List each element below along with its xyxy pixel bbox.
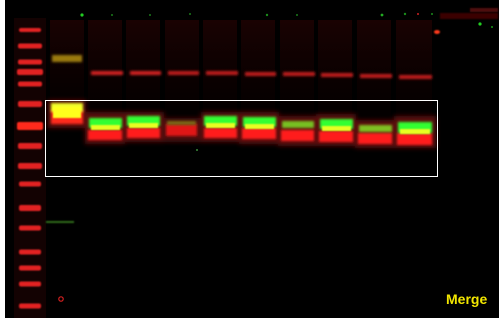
overlap-band <box>400 129 430 134</box>
green-band <box>320 119 353 129</box>
red-band <box>242 128 276 139</box>
overlap-band <box>53 107 81 118</box>
overlap-band <box>91 125 120 130</box>
green-band <box>282 121 314 128</box>
overlap-band <box>322 126 351 131</box>
ladder-band <box>18 43 42 49</box>
ladder-band <box>18 143 42 149</box>
green-band <box>89 118 122 128</box>
red-band <box>88 130 122 140</box>
ladder-band <box>19 281 41 287</box>
red-band <box>281 130 314 141</box>
upper-band <box>168 71 199 75</box>
upper-band <box>360 74 392 78</box>
red-band <box>204 128 237 138</box>
ladder-band <box>19 28 41 32</box>
ladder-band <box>18 81 42 87</box>
red-band <box>166 124 197 136</box>
ladder-lane <box>14 18 46 318</box>
upper-band <box>206 71 238 75</box>
ladder-bands <box>17 28 43 309</box>
ladder-band <box>19 225 41 231</box>
green-band <box>204 116 237 126</box>
ladder-band <box>19 265 41 271</box>
red-band <box>319 131 353 142</box>
green-band <box>127 116 160 126</box>
upper-band <box>130 71 161 75</box>
overlap-band <box>206 123 235 128</box>
green-band <box>398 122 432 133</box>
upper-band <box>399 75 432 79</box>
upper-band-row <box>52 55 432 79</box>
red-band <box>358 133 392 144</box>
ladder-band <box>19 205 41 211</box>
overlap-band <box>245 124 274 129</box>
ladder-band <box>18 59 42 65</box>
ladder-band <box>17 69 43 75</box>
green-band <box>167 121 196 125</box>
upper-band <box>283 72 315 76</box>
ladder-band <box>19 181 41 187</box>
main-band-overlap <box>53 107 430 134</box>
green-band <box>243 117 276 127</box>
ladder-band <box>19 303 41 309</box>
speckles <box>58 12 493 302</box>
ladder-band <box>18 101 42 107</box>
red-band <box>127 128 160 138</box>
ladder-band <box>18 163 42 169</box>
red-band <box>397 133 432 145</box>
channel-label: Merge <box>446 291 488 307</box>
region-of-interest-box <box>45 100 438 177</box>
upper-band <box>245 72 276 76</box>
ladder-band <box>17 122 43 130</box>
overlap-band <box>129 123 158 128</box>
upper-band <box>321 73 353 77</box>
upper-band <box>91 71 123 75</box>
faint-lower-band <box>46 221 74 223</box>
upper-band <box>52 55 82 62</box>
ladder-band <box>19 249 41 255</box>
left-tick-marks <box>0 88 3 213</box>
green-band <box>359 125 392 132</box>
